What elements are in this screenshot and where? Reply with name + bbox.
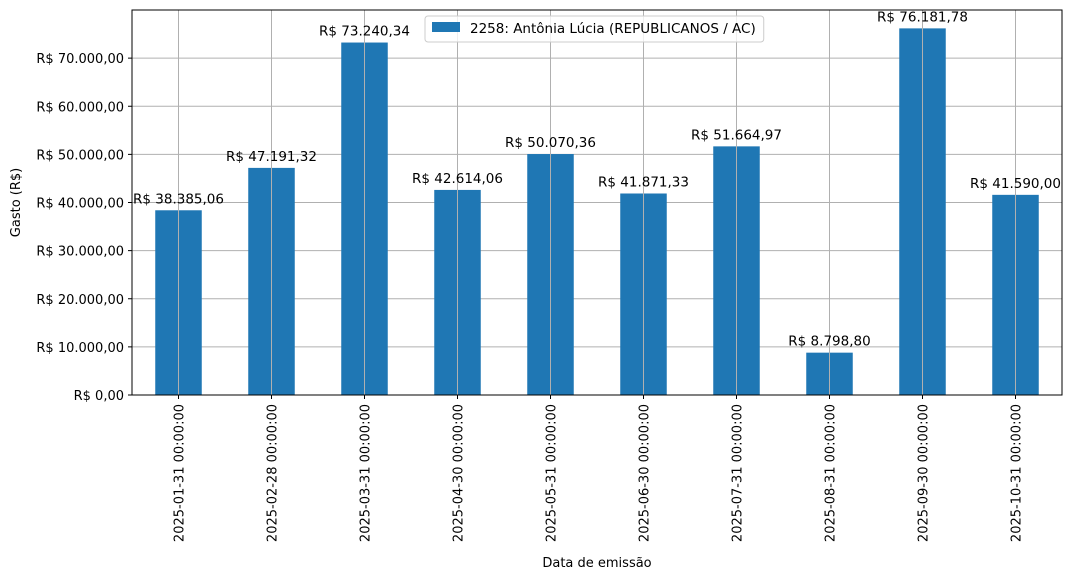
y-axis: R$ 0,00 R$ 10.000,00 R$ 20.000,00 R$ 30.000…	[36, 52, 132, 404]
legend-swatch	[432, 22, 460, 32]
legend: 2258: Antônia Lúcia (REPUBLICANOS / AC)	[424, 15, 765, 43]
x-tick-label: 2025-09-30 00:00:00	[917, 404, 932, 542]
x-tick-label: 2025-03-31 00:00:00	[359, 404, 374, 542]
data-label: R$ 51.664,97	[691, 127, 782, 143]
x-axis: 2025-01-31 00:00:00 2025-02-28 00:00:00 20…	[173, 395, 1025, 542]
data-label: R$ 41.590,00	[970, 176, 1061, 192]
x-tick-label: 2025-05-31 00:00:00	[545, 404, 560, 542]
plot-area-frame	[131, 9, 1063, 396]
x-tick-label: 2025-02-28 00:00:00	[266, 404, 281, 542]
data-label: R$ 41.871,33	[598, 174, 689, 190]
data-label: R$ 76.181,78	[877, 9, 968, 25]
data-labels: R$ 38.385,06 R$ 47.191,32 R$ 73.240,34 R$ 4…	[133, 9, 1061, 349]
x-tick-label: 2025-04-30 00:00:00	[452, 404, 467, 542]
bars	[155, 28, 1039, 396]
legend-entry: 2258: Antônia Lúcia (REPUBLICANOS / AC)	[470, 21, 756, 37]
data-label: R$ 50.070,36	[505, 135, 596, 151]
y-axis-label: Gasto (R$)	[9, 168, 24, 237]
y-tick-label: R$ 70.000,00	[36, 52, 124, 67]
x-axis-label: Data de emissão	[542, 556, 651, 571]
y-tick-label: R$ 50.000,00	[36, 148, 124, 163]
data-label: R$ 47.191,32	[226, 149, 317, 165]
x-tick-label: 2025-10-31 00:00:00	[1010, 404, 1025, 542]
y-tick-label: R$ 60.000,00	[36, 100, 124, 115]
y-tick-label: R$ 0,00	[74, 389, 124, 404]
y-tick-label: R$ 10.000,00	[36, 341, 124, 356]
data-label: R$ 38.385,06	[133, 191, 224, 207]
y-tick-label: R$ 40.000,00	[36, 197, 124, 212]
data-label: R$ 8.798,80	[788, 334, 870, 350]
data-label: R$ 42.614,06	[412, 171, 503, 187]
x-tick-label: 2025-01-31 00:00:00	[173, 404, 188, 542]
data-label: R$ 73.240,34	[319, 24, 410, 40]
x-tick-label: 2025-07-31 00:00:00	[731, 404, 746, 542]
y-tick-label: R$ 20.000,00	[36, 293, 124, 308]
x-tick-label: 2025-06-30 00:00:00	[638, 404, 653, 542]
x-tick-label: 2025-08-31 00:00:00	[824, 404, 839, 542]
legend-box	[424, 15, 765, 43]
y-tick-label: R$ 30.000,00	[36, 245, 124, 260]
